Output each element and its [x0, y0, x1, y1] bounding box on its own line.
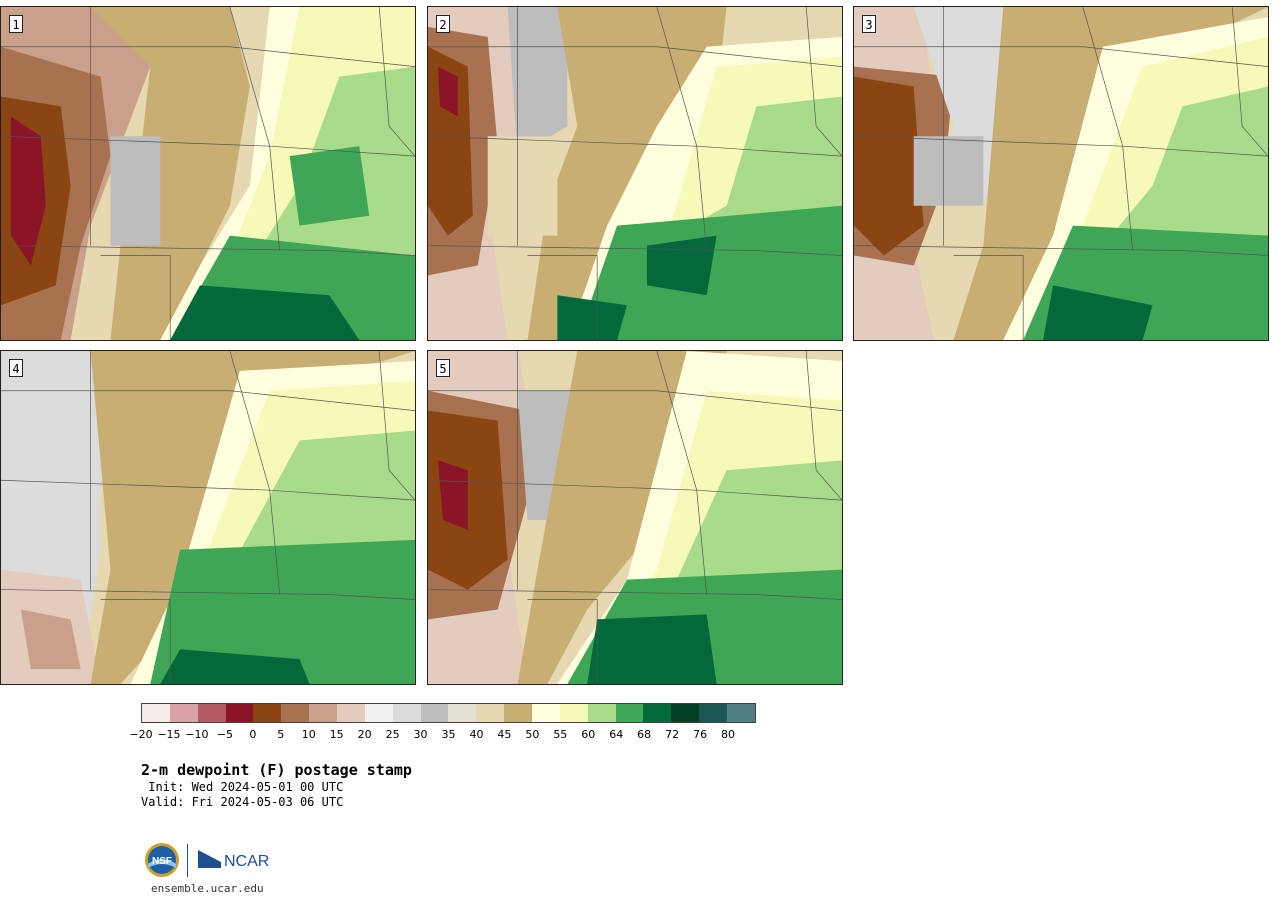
- panel-label: 2: [436, 15, 450, 33]
- ensemble-member-map-1: 1: [0, 6, 416, 341]
- colorbar-swatch: [615, 704, 644, 722]
- colorbar-tick-label: 72: [665, 728, 680, 741]
- ensemble-member-map-3: 3: [853, 6, 1269, 341]
- colorbar-swatch: [392, 704, 421, 722]
- dewpoint-field-3: [854, 7, 1268, 340]
- colorbar-tick-label: 25: [385, 728, 400, 741]
- colorbar-swatch: [420, 704, 449, 722]
- valid-time: Valid: Fri 2024-05-03 06 UTC: [141, 795, 344, 809]
- colorbar-swatch: [197, 704, 226, 722]
- dewpoint-colorbar: [141, 703, 756, 723]
- colorbar-swatch: [142, 704, 170, 722]
- ensemble-member-map-4: 4: [0, 350, 416, 685]
- colorbar-swatch: [225, 704, 254, 722]
- colorbar-swatch: [337, 704, 365, 722]
- website-link[interactable]: ensemble.ucar.edu: [151, 882, 264, 895]
- panel-label: 5: [436, 359, 450, 377]
- colorbar-tick-label: −20: [129, 728, 153, 741]
- colorbar-swatch: [643, 704, 672, 722]
- ncar-logo: NCAR: [198, 850, 269, 870]
- colorbar-swatch: [309, 704, 338, 722]
- ensemble-member-map-2: 2: [427, 6, 843, 341]
- colorbar-swatch: [169, 704, 198, 722]
- colorbar-swatch: [504, 704, 533, 722]
- colorbar-tick-label: 55: [553, 728, 568, 741]
- logo-divider: [187, 844, 188, 877]
- panel-label: 3: [862, 15, 876, 33]
- colorbar-swatch: [559, 704, 588, 722]
- colorbar-tick-label: −15: [157, 728, 181, 741]
- colorbar-tick-label: 20: [357, 728, 372, 741]
- colorbar-swatch: [364, 704, 393, 722]
- colorbar-tick-label: 40: [469, 728, 484, 741]
- colorbar-tick-label: 76: [693, 728, 708, 741]
- ncar-logo-text: NCAR: [224, 853, 269, 870]
- panel-label: 1: [9, 15, 23, 33]
- nsf-logo-text: NSF: [152, 856, 172, 867]
- panel-label: 4: [9, 359, 23, 377]
- colorbar-swatch: [587, 704, 616, 722]
- ensemble-member-map-5: 5: [427, 350, 843, 685]
- colorbar-tick-label: 64: [609, 728, 624, 741]
- colorbar-tick-label: 30: [413, 728, 428, 741]
- colorbar-tick-label: 35: [441, 728, 456, 741]
- colorbar-tick-label: −5: [216, 728, 233, 741]
- colorbar-tick-labels: −20 −15 −10 −5 0 5 10 15 20 25 30 35 40 45 50 55 60 64 68 7…: [129, 728, 756, 742]
- colorbar-tick-label: 15: [329, 728, 344, 741]
- colorbar-swatch: [253, 704, 282, 722]
- init-time: Init: Wed 2024-05-01 00 UTC: [141, 780, 344, 794]
- colorbar-tick-label: 45: [497, 728, 512, 741]
- colorbar-tick-label: 80: [721, 728, 736, 741]
- colorbar-swatch: [671, 704, 700, 722]
- colorbar-swatch: [699, 704, 728, 722]
- nsf-logo: NSF: [145, 843, 179, 877]
- colorbar-tick-label: 68: [637, 728, 652, 741]
- colorbar-tick-label: 50: [525, 728, 540, 741]
- colorbar-swatch: [532, 704, 560, 722]
- colorbar-tick-label: −10: [185, 728, 209, 741]
- colorbar-tick-label: 60: [581, 728, 596, 741]
- plot-title: 2-m dewpoint (F) postage stamp: [141, 761, 412, 779]
- dewpoint-field-5: [428, 351, 842, 684]
- colorbar-swatch: [448, 704, 477, 722]
- colorbar-swatch: [476, 704, 505, 722]
- dewpoint-field-2: [428, 7, 842, 340]
- colorbar-swatch: [281, 704, 310, 722]
- colorbar-swatch: [727, 704, 755, 722]
- colorbar-tick-label: 0: [249, 728, 257, 741]
- dewpoint-field-1: [1, 7, 415, 340]
- colorbar-tick-label: 10: [301, 728, 316, 741]
- colorbar-tick-label: 5: [277, 728, 285, 741]
- dewpoint-field-4: [1, 351, 415, 684]
